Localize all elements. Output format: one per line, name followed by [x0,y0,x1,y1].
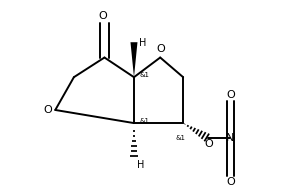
Text: &1: &1 [140,118,150,124]
Text: O: O [43,105,52,115]
Polygon shape [131,42,138,77]
Text: O: O [156,44,165,54]
Text: H: H [137,160,145,170]
Text: O: O [227,90,236,100]
Text: H: H [140,38,147,48]
Text: &1: &1 [176,135,186,141]
Text: &1: &1 [140,72,150,78]
Text: N: N [226,133,234,143]
Text: O: O [98,11,107,21]
Text: O: O [204,139,213,149]
Text: O: O [227,177,236,187]
